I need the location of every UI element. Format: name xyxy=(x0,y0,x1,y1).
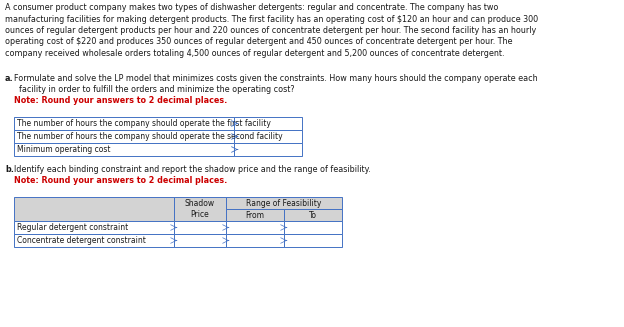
Text: The number of hours the company should operate the second facility: The number of hours the company should o… xyxy=(17,132,283,141)
Bar xyxy=(14,130,234,143)
Text: ounces of regular detergent products per hour and 220 ounces of concentrate dete: ounces of regular detergent products per… xyxy=(5,26,536,35)
Bar xyxy=(284,221,342,234)
Text: company received wholesale orders totaling 4,500 ounces of regular detergent and: company received wholesale orders totali… xyxy=(5,49,504,58)
Text: Note: Round your answers to 2 decimal places.: Note: Round your answers to 2 decimal pl… xyxy=(14,176,227,185)
Text: Formulate and solve the LP model that minimizes costs given the constraints. How: Formulate and solve the LP model that mi… xyxy=(14,74,538,83)
Text: b.: b. xyxy=(5,165,14,174)
Text: Note: Round your answers to 2 decimal places.: Note: Round your answers to 2 decimal pl… xyxy=(14,96,227,105)
Bar xyxy=(14,117,234,130)
Text: Identify each binding constraint and report the shadow price and the range of fe: Identify each binding constraint and rep… xyxy=(14,165,371,174)
Text: Shadow
Price: Shadow Price xyxy=(185,199,215,219)
Text: Range of Feasibility: Range of Feasibility xyxy=(246,198,322,208)
Bar xyxy=(14,234,174,247)
Bar xyxy=(284,209,342,221)
Text: The number of hours the company should operate the first facility: The number of hours the company should o… xyxy=(17,119,271,128)
Bar xyxy=(234,143,302,156)
Text: From: From xyxy=(245,211,265,219)
Text: A consumer product company makes two types of dishwasher detergents: regular and: A consumer product company makes two typ… xyxy=(5,3,499,12)
Text: To: To xyxy=(309,211,317,219)
Text: Concentrate detergent constraint: Concentrate detergent constraint xyxy=(17,236,146,245)
Bar xyxy=(226,221,284,234)
Bar xyxy=(174,221,226,234)
Text: a.: a. xyxy=(5,74,14,83)
Bar xyxy=(234,117,302,130)
Bar xyxy=(14,197,174,221)
Bar xyxy=(226,209,284,221)
Text: Minimum operating cost: Minimum operating cost xyxy=(17,145,110,154)
Bar xyxy=(174,234,226,247)
Text: Regular detergent constraint: Regular detergent constraint xyxy=(17,223,129,232)
Bar xyxy=(226,197,342,209)
Text: manufacturing facilities for making detergent products. The first facility has a: manufacturing facilities for making dete… xyxy=(5,14,538,24)
Text: operating cost of $220 and produces 350 ounces of regular detergent and 450 ounc: operating cost of $220 and produces 350 … xyxy=(5,38,512,46)
Bar xyxy=(226,234,284,247)
Bar xyxy=(14,221,174,234)
Text: facility in order to fulfill the orders and minimize the operating cost?: facility in order to fulfill the orders … xyxy=(14,85,295,94)
Bar xyxy=(14,143,234,156)
Bar xyxy=(284,234,342,247)
Bar xyxy=(234,130,302,143)
Bar xyxy=(174,197,226,221)
